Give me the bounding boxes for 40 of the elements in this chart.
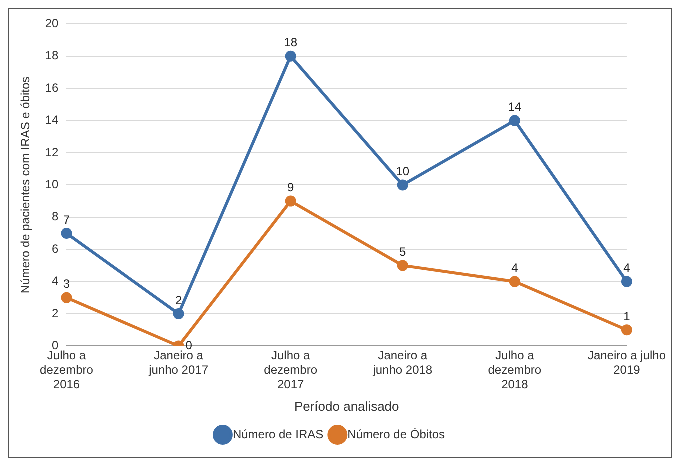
- data-label: 1: [624, 309, 631, 324]
- data-label: 18: [284, 36, 298, 50]
- data-label: 10: [396, 164, 410, 179]
- data-label: 14: [508, 100, 522, 114]
- point: [61, 292, 72, 304]
- y-tick-label: 10: [45, 178, 60, 192]
- y-tick-label: 14: [45, 113, 60, 128]
- x-tick-label: Julho a dezembro 2017: [264, 348, 318, 392]
- point: [397, 180, 408, 191]
- point: [621, 276, 632, 288]
- point: [285, 196, 296, 207]
- y-tick-label: 20: [45, 16, 60, 31]
- y-tick-label: 2: [52, 306, 60, 320]
- point: [61, 228, 72, 239]
- y-tick-label: 16: [45, 80, 60, 95]
- y-tick-label: 8: [52, 210, 60, 224]
- y-tick-label: 6: [52, 242, 60, 256]
- x-tick-label: Janeiro a junho 2018: [372, 348, 433, 378]
- point: [621, 324, 632, 336]
- y-tick-label: 18: [45, 48, 60, 63]
- legend-label: Número de Óbitos: [348, 427, 446, 442]
- point: [509, 276, 520, 288]
- x-axis-title: Período analisado: [294, 398, 400, 414]
- y-axis-title: Número de pacientes com IRAS e óbitos: [18, 76, 33, 294]
- point: [285, 50, 296, 62]
- data-label: 2: [175, 293, 182, 308]
- x-tick-label: Julho a dezembro 2018: [488, 348, 542, 392]
- point: [397, 260, 408, 272]
- y-tick-label: 12: [45, 145, 60, 160]
- data-label: 5: [400, 245, 407, 260]
- legend-label: Número de IRAS: [232, 427, 324, 442]
- data-label: 4: [624, 261, 631, 276]
- point: [173, 308, 184, 320]
- x-tick-label: Janeiro a julho 2019: [588, 348, 666, 378]
- data-label: 9: [287, 180, 294, 195]
- y-tick-label: 4: [52, 274, 60, 288]
- data-label: 4: [512, 261, 519, 276]
- data-label: 3: [63, 277, 70, 292]
- data-label: 7: [63, 212, 70, 227]
- point: [509, 115, 520, 126]
